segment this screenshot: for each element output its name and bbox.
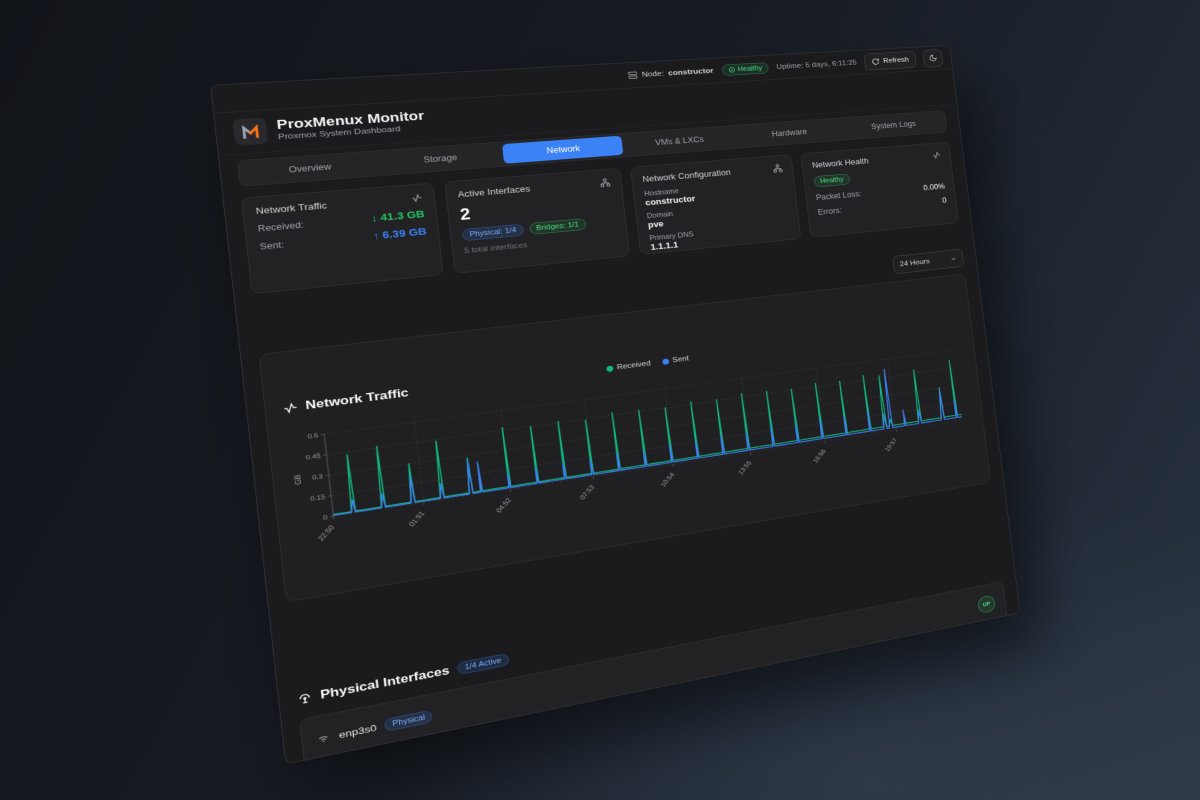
tab-network[interactable]: Network [501,135,624,164]
sent-label: Sent: [259,239,285,252]
moon-icon [928,54,937,62]
app-logo [232,117,269,146]
packet-loss-value: 0.00% [922,181,946,193]
time-range-value: 24 Hours [899,257,931,269]
tab-overview[interactable]: Overview [241,153,378,183]
tab-vms-lxcs[interactable]: VMs & LXCs [621,128,736,155]
card-title: Network Health [811,156,870,170]
svg-text:0: 0 [323,513,328,521]
dashboard-window: Node: constructor Healthy Uptime: 5 days… [210,44,1021,765]
chart-title: Network Traffic [304,385,410,413]
svg-text:0.6: 0.6 [307,431,319,440]
network-health-card: Network Health Healthy Packet Loss: 0.00… [800,141,959,238]
physical-count-badge: Physical: 1/4 [461,223,524,242]
packet-loss-label: Packet Loss: [815,189,862,203]
sent-value: ↑ 6.39 GB [372,226,428,243]
errors-value: 0 [941,196,948,205]
active-interfaces-card: Active Interfaces 2 Physical: 1/4 Bridge… [444,167,631,274]
svg-text:10:54: 10:54 [659,471,677,488]
svg-text:07:53: 07:53 [578,484,596,501]
time-range-select[interactable]: 24 Hours [892,248,965,275]
node-label: Node: [641,69,665,79]
activity-icon [282,401,298,415]
svg-text:0.15: 0.15 [310,493,326,503]
health-badge: Healthy [813,173,851,188]
legend-dot [606,365,614,372]
server-icon [627,71,637,80]
svg-text:13:55: 13:55 [737,459,753,475]
network-traffic-chart-card: Network Traffic Received Sent 0 0.15 0.3 0.4… [258,273,991,603]
tab-system-logs[interactable]: System Logs [841,113,945,138]
antenna-icon [296,690,313,706]
svg-text:22:50: 22:50 [316,524,336,542]
svg-text:0.3: 0.3 [312,472,324,481]
interface-type-badge: Physical [384,709,434,732]
svg-text:0.45: 0.45 [305,452,321,462]
tab-hardware[interactable]: Hardware [734,120,843,146]
svg-text:16:56: 16:56 [811,448,827,464]
uptime-text: Uptime: 5 days, 6:11:25 [776,58,858,71]
svg-text:01:51: 01:51 [407,510,426,528]
chevron-down-icon [950,255,958,262]
activity-icon [932,151,942,160]
main-content: Network Traffic Received: ↓ 41.3 GB Sent… [224,141,1021,765]
svg-text:04:52: 04:52 [494,497,513,515]
active-count-badge: 1/4 Active [456,653,510,676]
refresh-icon [871,58,880,66]
interface-status-badge: UP [977,594,996,614]
received-value: ↓ 41.3 GB [370,209,426,225]
check-circle-icon [728,66,736,73]
legend-dot [662,358,670,365]
tab-storage[interactable]: Storage [375,144,504,173]
received-label: Received: [257,220,305,234]
network-icon [599,178,610,188]
svg-text:GB: GB [293,473,304,485]
theme-toggle-button[interactable] [922,48,944,68]
errors-label: Errors: [817,205,843,217]
traffic-chart-svg: 0 0.15 0.3 0.45 0.6 GB 22:50 01:51 04:52 07:53 10:… [293,343,976,542]
node-value: constructor [667,66,714,77]
proxmenux-m-icon [238,122,263,141]
card-title: Active Interfaces [457,184,531,200]
card-title: Network Configuration [642,167,732,184]
card-title: Network Traffic [255,200,328,217]
bridges-count-badge: Bridges: 1/1 [528,218,587,235]
svg-text:19:57: 19:57 [883,437,898,453]
network-configuration-card: Network Configuration Hostname construct… [630,154,802,255]
health-status-badge: Healthy [721,61,770,76]
activity-icon [411,193,423,203]
network-traffic-card: Network Traffic Received: ↓ 41.3 GB Sent… [241,182,444,295]
wifi-icon [316,731,331,745]
node-indicator: Node: constructor [627,66,714,80]
refresh-button[interactable]: Refresh [863,50,917,71]
interface-name: enp3s0 [338,721,378,741]
network-icon [772,164,783,173]
